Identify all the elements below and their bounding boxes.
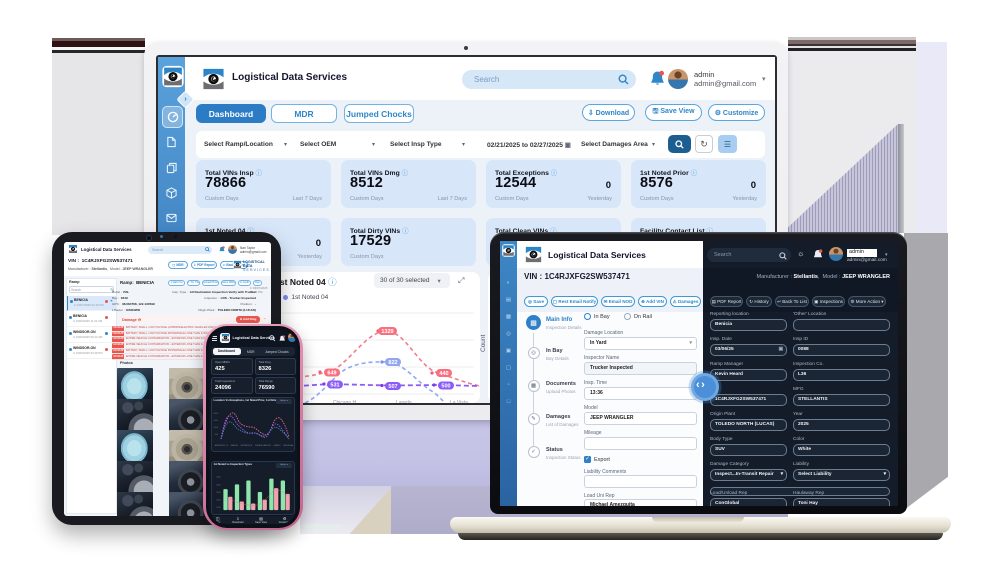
svg-text:440: 440 xyxy=(439,371,448,377)
svg-text:5000: 5000 xyxy=(216,476,220,478)
svg-text:649: 649 xyxy=(327,371,336,377)
svg-text:3000: 3000 xyxy=(216,491,220,493)
svg-text:500: 500 xyxy=(215,434,219,436)
svg-text:2000: 2000 xyxy=(214,420,219,422)
svg-text:1000: 1000 xyxy=(216,507,220,509)
svg-text:1000: 1000 xyxy=(214,427,219,429)
svg-text:4000: 4000 xyxy=(216,484,220,486)
svg-text:1329: 1329 xyxy=(381,329,393,335)
svg-text:3000: 3000 xyxy=(214,413,219,415)
svg-text:500: 500 xyxy=(441,384,450,390)
svg-text:2000: 2000 xyxy=(216,499,220,501)
svg-text:822: 822 xyxy=(388,360,397,366)
svg-text:507: 507 xyxy=(388,384,397,390)
svg-text:531: 531 xyxy=(330,383,339,389)
